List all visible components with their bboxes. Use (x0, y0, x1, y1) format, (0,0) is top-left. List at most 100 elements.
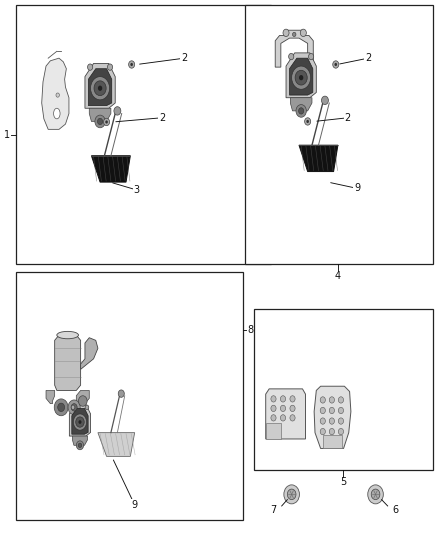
Circle shape (114, 107, 121, 115)
Circle shape (299, 75, 304, 80)
Text: 8: 8 (247, 325, 254, 335)
Circle shape (118, 390, 124, 397)
Polygon shape (72, 408, 88, 434)
Circle shape (98, 86, 102, 91)
Polygon shape (85, 63, 115, 108)
Circle shape (91, 77, 110, 100)
Circle shape (54, 399, 68, 416)
Circle shape (338, 429, 343, 435)
Polygon shape (275, 30, 313, 67)
Circle shape (95, 115, 105, 128)
Polygon shape (290, 58, 313, 95)
Circle shape (68, 400, 80, 415)
Circle shape (292, 66, 311, 90)
Bar (245, 5, 433, 264)
Circle shape (320, 397, 325, 403)
Circle shape (271, 415, 276, 421)
Text: 5: 5 (340, 477, 346, 487)
Circle shape (371, 489, 380, 499)
Circle shape (56, 93, 60, 97)
Circle shape (78, 395, 87, 406)
Text: 6: 6 (392, 505, 399, 515)
Circle shape (271, 395, 276, 402)
Circle shape (284, 485, 300, 504)
Circle shape (329, 397, 335, 403)
Circle shape (88, 64, 93, 70)
Circle shape (320, 418, 325, 424)
Circle shape (293, 33, 296, 37)
Ellipse shape (53, 108, 60, 119)
Polygon shape (81, 338, 98, 369)
Circle shape (335, 63, 337, 66)
Circle shape (280, 415, 286, 421)
Circle shape (58, 403, 65, 411)
Polygon shape (69, 405, 91, 436)
Circle shape (320, 429, 325, 435)
Circle shape (85, 405, 89, 409)
Circle shape (280, 405, 286, 411)
Circle shape (329, 418, 335, 424)
Circle shape (329, 407, 335, 414)
Circle shape (76, 441, 84, 450)
Bar (16, 5, 271, 264)
Circle shape (280, 395, 286, 402)
Text: 2: 2 (181, 53, 187, 63)
Polygon shape (290, 98, 312, 111)
Circle shape (306, 120, 309, 123)
Polygon shape (46, 391, 55, 403)
Text: 2: 2 (159, 113, 165, 123)
Polygon shape (89, 108, 111, 122)
Circle shape (295, 70, 307, 85)
Polygon shape (98, 433, 134, 456)
Polygon shape (88, 69, 112, 106)
Circle shape (368, 485, 383, 504)
Text: 2: 2 (365, 53, 371, 63)
Circle shape (338, 407, 343, 414)
Circle shape (338, 418, 343, 424)
Circle shape (71, 403, 77, 411)
Circle shape (271, 405, 276, 411)
Circle shape (333, 61, 339, 68)
Polygon shape (72, 436, 88, 445)
Polygon shape (323, 435, 342, 448)
Circle shape (78, 443, 82, 448)
Text: 9: 9 (354, 183, 360, 193)
Polygon shape (286, 53, 316, 98)
Bar (16, 272, 243, 520)
Circle shape (321, 96, 328, 104)
Circle shape (94, 81, 106, 95)
Text: 9: 9 (131, 500, 138, 510)
Circle shape (299, 108, 304, 114)
Circle shape (304, 118, 311, 125)
Bar (254, 309, 433, 470)
Polygon shape (314, 386, 351, 448)
Text: 3: 3 (134, 185, 140, 195)
Circle shape (71, 405, 75, 409)
Polygon shape (92, 156, 131, 182)
Circle shape (107, 64, 113, 70)
Circle shape (290, 415, 295, 421)
Circle shape (329, 429, 335, 435)
Circle shape (105, 120, 108, 124)
Text: 4: 4 (335, 271, 341, 281)
Circle shape (289, 53, 294, 60)
Circle shape (338, 397, 343, 403)
Text: 1: 1 (4, 130, 10, 140)
Circle shape (98, 118, 102, 125)
Polygon shape (266, 423, 281, 439)
Polygon shape (42, 58, 69, 130)
Circle shape (103, 118, 110, 126)
Polygon shape (299, 145, 338, 172)
Circle shape (290, 395, 295, 402)
Text: 2: 2 (345, 113, 351, 123)
Polygon shape (55, 335, 81, 391)
Ellipse shape (57, 332, 78, 339)
Circle shape (287, 489, 296, 499)
Circle shape (78, 420, 81, 424)
Circle shape (290, 405, 295, 411)
Circle shape (320, 407, 325, 414)
Circle shape (73, 414, 87, 430)
Circle shape (300, 29, 306, 37)
Polygon shape (76, 391, 89, 403)
Circle shape (296, 104, 306, 117)
